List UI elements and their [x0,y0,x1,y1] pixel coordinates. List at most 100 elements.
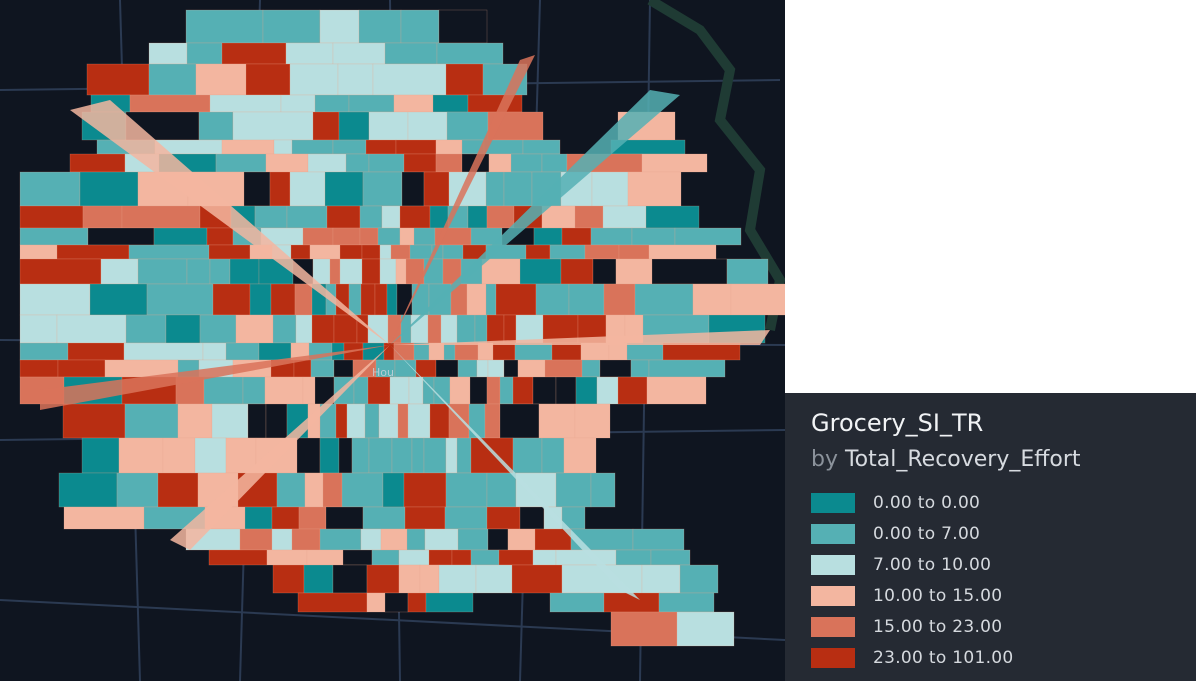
census-tract[interactable] [435,139,463,155]
census-tract[interactable] [319,528,362,551]
census-tract[interactable] [162,437,196,474]
census-tract[interactable] [435,153,463,173]
census-tract[interactable] [254,205,288,229]
census-tract[interactable] [535,283,570,316]
census-tract[interactable] [413,227,436,246]
census-tract[interactable] [364,403,380,439]
census-tract[interactable] [615,258,653,285]
census-tract[interactable] [423,437,447,474]
census-tract[interactable] [69,153,126,173]
census-tract[interactable] [302,376,316,405]
census-tract[interactable] [358,9,402,44]
census-tract[interactable] [511,564,563,594]
census-tract[interactable] [399,205,431,229]
census-tract[interactable] [235,314,274,344]
census-tract[interactable] [475,564,513,594]
census-tract[interactable] [293,359,312,378]
census-tract[interactable] [351,437,370,474]
census-tract[interactable] [359,227,379,246]
census-tract[interactable] [381,205,401,229]
census-tract[interactable] [599,359,632,378]
census-tract[interactable] [374,283,388,316]
census-tract[interactable] [466,283,487,316]
census-tract[interactable] [382,472,405,508]
census-tract[interactable] [290,244,311,260]
census-tract[interactable] [428,549,453,566]
census-tract[interactable] [503,314,517,344]
census-tract[interactable] [519,258,562,285]
census-tract[interactable] [590,472,616,508]
census-tract[interactable] [581,359,601,378]
census-tract[interactable] [148,42,188,65]
census-tract[interactable] [177,403,213,439]
census-tract[interactable] [438,9,488,44]
census-tract[interactable] [153,227,208,246]
census-tract[interactable] [503,359,519,378]
census-tract[interactable] [360,528,382,551]
census-tract[interactable] [225,342,260,361]
census-tract[interactable] [408,376,424,405]
census-tract[interactable] [306,549,344,566]
census-tract[interactable] [362,506,406,530]
census-tract[interactable] [532,549,557,566]
census-tract[interactable] [118,437,164,474]
census-tract[interactable] [486,205,515,229]
census-tract[interactable] [676,611,735,647]
census-tract[interactable] [413,342,430,361]
census-tract[interactable] [397,403,409,439]
census-tract[interactable] [574,403,611,439]
census-tract[interactable] [662,342,741,361]
census-tract[interactable] [425,592,474,613]
census-tract[interactable] [280,94,316,113]
census-tract[interactable] [87,227,155,246]
census-tract[interactable] [296,437,321,474]
census-tract[interactable] [302,227,334,246]
census-tract[interactable] [615,549,652,566]
census-tract[interactable] [512,376,534,405]
census-tract[interactable] [627,171,682,207]
census-tract[interactable] [555,472,592,508]
census-tract[interactable] [56,244,130,260]
census-tract[interactable] [58,472,118,508]
census-tract[interactable] [339,244,363,260]
census-tract[interactable] [456,437,472,474]
census-tract[interactable] [658,592,715,613]
census-tract[interactable] [371,549,400,566]
census-tract[interactable] [407,403,431,439]
census-tract[interactable] [648,359,726,378]
census-tract[interactable] [332,227,361,246]
census-tract[interactable] [244,506,273,530]
census-tract[interactable] [411,437,425,474]
census-tract[interactable] [488,153,512,173]
census-tract[interactable] [602,205,647,229]
census-tract[interactable] [203,376,244,405]
census-tract[interactable] [82,205,123,229]
census-tract[interactable] [393,342,415,361]
census-tract[interactable] [311,314,335,344]
census-tract[interactable] [730,283,785,316]
census-tract[interactable] [67,342,125,361]
census-tract[interactable] [346,403,366,439]
census-tract[interactable] [538,403,576,439]
census-tract[interactable] [674,227,742,246]
census-tract[interactable] [532,376,557,405]
census-tract[interactable] [332,564,368,594]
census-tract[interactable] [423,171,450,207]
census-tract[interactable] [396,283,413,316]
census-tract[interactable] [333,359,354,378]
census-tract[interactable] [309,244,341,260]
census-tract[interactable] [415,359,437,378]
census-tract[interactable] [390,244,411,260]
census-tract[interactable] [648,244,717,260]
census-tract[interactable] [641,153,708,173]
census-tract[interactable] [348,94,395,113]
census-tract[interactable] [270,283,296,316]
census-tract[interactable] [395,139,437,155]
census-tract[interactable] [273,139,293,155]
census-tract[interactable] [123,342,204,361]
census-tract[interactable] [498,549,534,566]
census-tract[interactable] [404,506,446,530]
census-tract[interactable] [165,314,201,344]
census-tract[interactable] [610,611,678,647]
census-tract[interactable] [515,314,544,344]
